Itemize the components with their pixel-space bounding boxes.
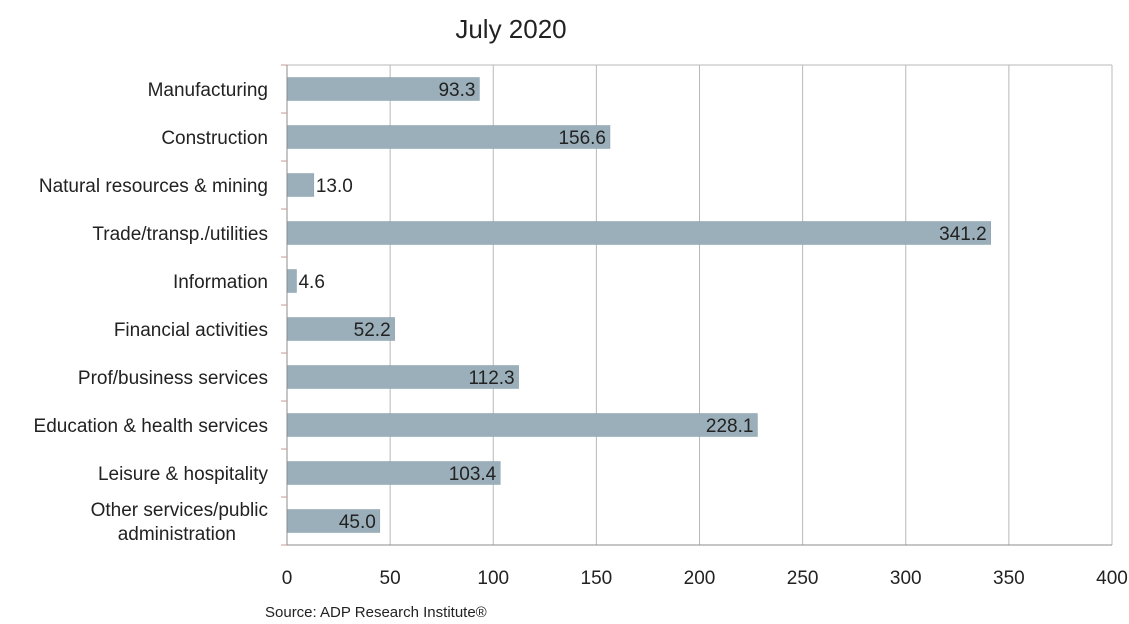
x-tick-label: 400 [1096,568,1128,589]
bar [287,413,758,437]
x-tick-label: 250 [787,568,819,589]
bar [287,221,991,245]
bar [287,461,501,485]
category-label: Information [173,272,268,293]
x-tick-label: 0 [282,568,293,589]
data-label: 52.2 [354,320,391,341]
x-tick-label: 200 [684,568,716,589]
category-label: Construction [161,128,268,149]
x-tick-label: 300 [890,568,922,589]
x-tick-label: 150 [581,568,613,589]
bar [287,317,395,341]
data-label: 112.3 [468,368,514,389]
data-label: 4.6 [298,272,324,293]
category-label: Education & health services [34,416,268,437]
x-tick-label: 350 [993,568,1025,589]
bar [287,509,381,533]
bar [287,269,297,293]
data-label: 103.4 [449,464,497,485]
x-tick-label: 100 [477,568,509,589]
data-label: 93.3 [438,80,475,101]
bars: 93.3 156.6 13.0 341.2 4.6 52.2 112.3 228.1 103.4… [287,77,991,533]
data-label: 45.0 [339,512,376,533]
bar [287,173,315,197]
category-label: Other services/public administration [91,500,268,545]
source-note: Source: ADP Research Institute® [265,604,487,621]
chart-title: July 2020 [455,14,566,44]
data-label: 156.6 [558,128,606,149]
x-tick-label: 50 [380,568,401,589]
category-label: Leisure & hospitality [98,464,269,485]
bar [287,125,611,149]
category-label: Trade/transp./utilities [92,224,268,245]
category-labels: Manufacturing Construction Natural resourc… [34,80,269,545]
category-label: Financial activities [114,320,268,341]
data-label: 228.1 [706,416,754,437]
category-label: Prof/business services [78,368,268,389]
category-label: Natural resources & mining [39,176,268,197]
bar [287,365,519,389]
bar [287,77,480,101]
data-label: 13.0 [316,176,353,197]
category-label: Manufacturing [148,80,268,101]
x-tick-labels: 0 50 100 150 200 250 300 350 400 [282,568,1128,589]
data-label: 341.2 [939,224,987,245]
